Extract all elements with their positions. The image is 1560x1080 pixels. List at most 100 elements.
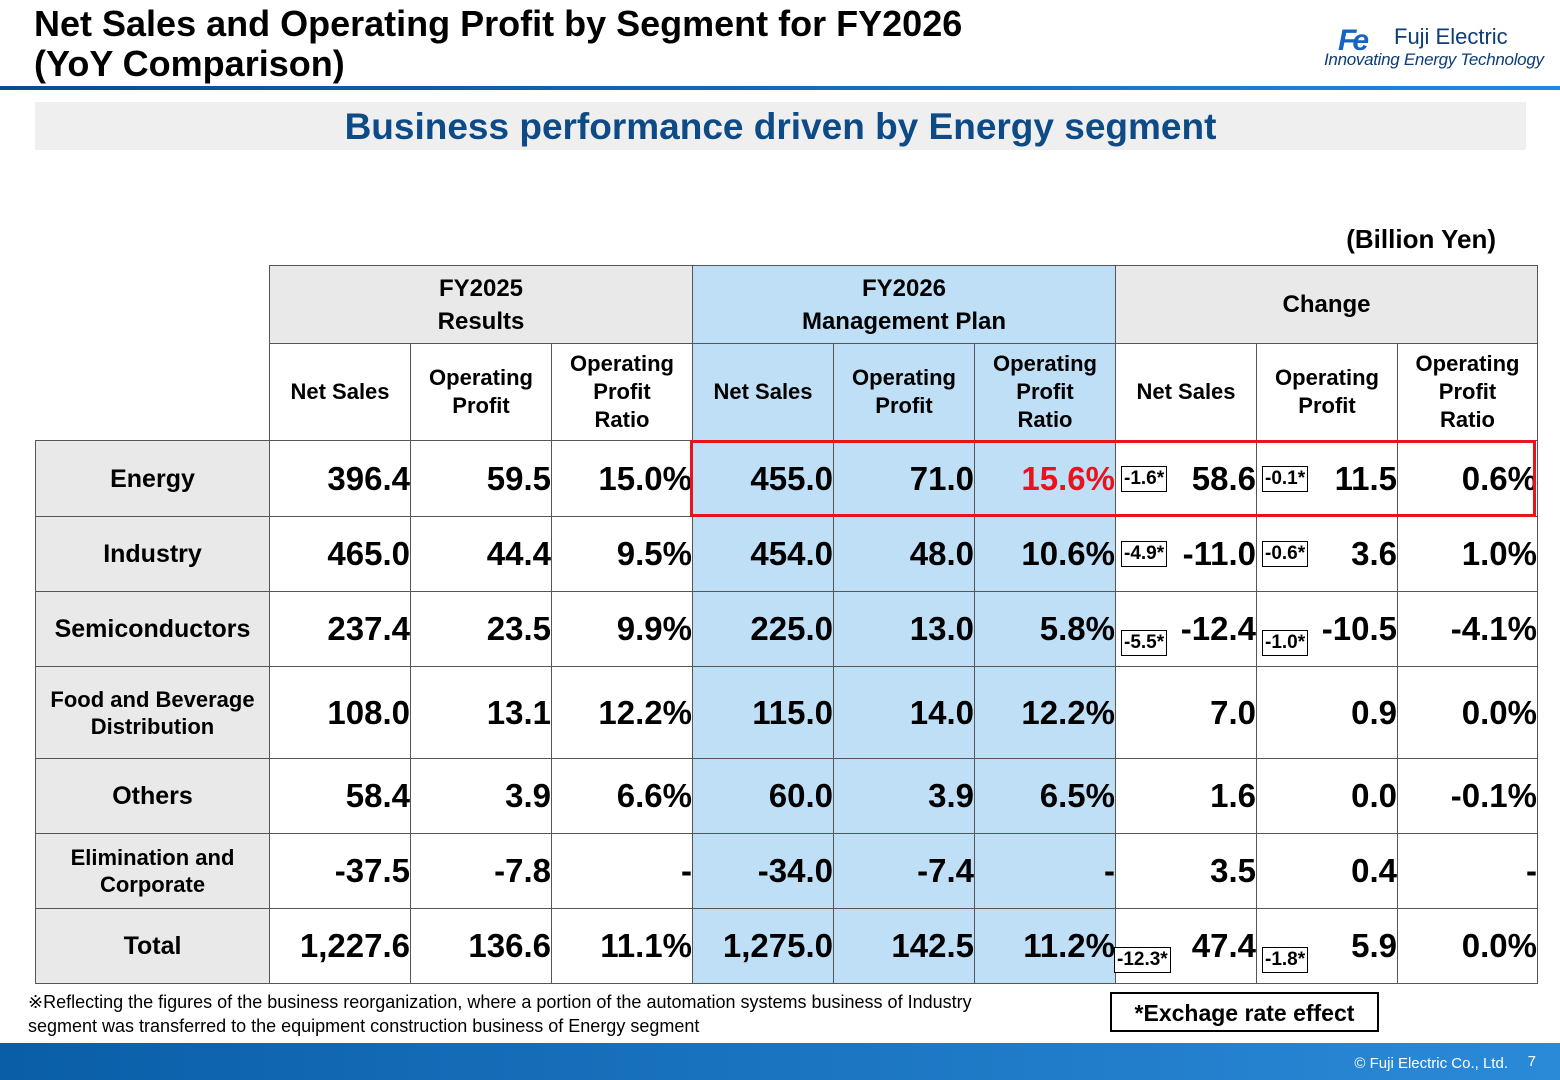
segment-label: Semiconductors <box>35 591 270 667</box>
fx-effect-badge: -1.8* <box>1262 947 1309 973</box>
group-header-fy2026-line-1: FY2026 <box>861 274 947 302</box>
table-cell-with-fx: -1.6* 58.6 <box>1115 440 1257 517</box>
table-cell: 3.5 <box>1115 833 1257 909</box>
fx-effect-badge: -0.1* <box>1262 465 1309 492</box>
fx-effect-badge: -5.5* <box>1121 630 1168 656</box>
fx-effect-badge: -0.6* <box>1262 541 1309 567</box>
table-cell: 71.0 <box>833 440 975 517</box>
corner-blank <box>36 266 270 344</box>
footnote-line-2: segment was transferred to the equipment… <box>28 1016 700 1036</box>
col-header-label: Profit <box>593 379 651 404</box>
table-cell: 454.0 <box>692 516 834 592</box>
table-cell-highlighted: 15.6% <box>974 440 1116 517</box>
fx-effect-badge: -1.6* <box>1121 465 1168 492</box>
group-header-fy2025-line-1: FY2025 <box>438 274 524 302</box>
table-row-food-beverage: Food and Beverage Distribution 108.0 13.1… <box>35 666 1538 759</box>
segment-label-text: Industry <box>103 540 202 568</box>
table-cell: - <box>551 833 693 909</box>
table-cell: 12.2% <box>551 666 693 759</box>
table-cell-value: -11.0 <box>1182 535 1256 572</box>
segment-label: Industry <box>35 516 270 592</box>
segment-label: Elimination and Corporate <box>35 833 270 909</box>
table-cell: 0.6% <box>1397 440 1538 517</box>
page-title-line-1: Net Sales and Operating Profit by Segmen… <box>34 3 963 44</box>
col-header-label: Operating <box>1275 365 1379 390</box>
segment-label-text: Distribution <box>90 713 215 739</box>
segment-label-text: Semiconductors <box>54 615 251 643</box>
table-cell: 0.4 <box>1256 833 1398 909</box>
table-cell: 0.0% <box>1397 908 1538 984</box>
table-cell: 11.2% <box>974 908 1116 984</box>
col-header-label: Operating <box>429 365 533 390</box>
table-cell: 0.0 <box>1256 758 1398 834</box>
footnote: ※Reflecting the figures of the business … <box>28 990 1098 1038</box>
col-header-operating-profit-ratio: Operating Profit Ratio <box>1397 343 1538 441</box>
segment-label: Others <box>35 758 270 834</box>
table-cell: -34.0 <box>692 833 834 909</box>
table-cell: 15.0% <box>551 440 693 517</box>
segment-label-text: Others <box>112 782 193 810</box>
footnote-line-1: ※Reflecting the figures of the business … <box>28 992 972 1012</box>
footer-bar: © Fuji Electric Co., Ltd. 7 <box>0 1043 1560 1080</box>
segment-label-text: Corporate <box>99 872 206 897</box>
company-tagline: Innovating Energy Technology <box>1324 50 1544 69</box>
fx-legend-box: *Exchage rate effect <box>1110 992 1379 1032</box>
segment-label-text: Energy <box>110 464 195 493</box>
table-cell-with-fx: -4.9* -11.0 <box>1115 516 1257 592</box>
col-header-label: Profit <box>875 393 933 418</box>
table-cell: 225.0 <box>692 591 834 667</box>
table-cell-value: 5.9 <box>1351 927 1397 964</box>
col-header-net-sales: Net Sales <box>692 343 834 441</box>
table-cell-value: -10.5 <box>1321 610 1397 647</box>
table-row-semiconductors: Semiconductors 237.4 23.5 9.9% 225.0 13.… <box>35 591 1538 667</box>
table-cell: 237.4 <box>269 591 411 667</box>
group-header-fy2026: FY2026 Management Plan <box>692 265 1116 344</box>
table-cell: 465.0 <box>269 516 411 592</box>
fx-effect-badge: -4.9* <box>1121 541 1168 567</box>
segment-label: Energy <box>35 440 270 517</box>
table-cell: - <box>974 833 1116 909</box>
col-header-label: Profit <box>1438 379 1497 404</box>
col-header-net-sales: Net Sales <box>1115 343 1257 441</box>
table-row-elimination: Elimination and Corporate -37.5 -7.8 - -3… <box>35 833 1538 909</box>
group-header-fy2025-line-2: Results <box>437 307 525 335</box>
col-header-label: Operating <box>1415 351 1520 376</box>
group-header-change: Change <box>1115 265 1538 344</box>
col-header-label: Net Sales <box>290 379 390 404</box>
table-row-others: Others 58.4 3.9 6.6% 60.0 3.9 6.5% 1.6 0… <box>35 758 1538 834</box>
segment-label-text: Total <box>123 932 182 960</box>
col-header-label: Net Sales <box>1136 379 1236 404</box>
fx-effect-badge: -1.0* <box>1262 630 1309 656</box>
table-cell: 1.0% <box>1397 516 1538 592</box>
page-number: 7 <box>1527 1053 1536 1070</box>
table-cell: 108.0 <box>269 666 411 759</box>
page-title-line-2: (YoY Comparison) <box>34 43 345 84</box>
table-cell: 44.4 <box>410 516 552 592</box>
group-header-fy2025: FY2025 Results <box>269 265 693 344</box>
segment-table: FY2025 Results FY2026 Management Plan Ch… <box>35 265 1538 984</box>
copyright-text: © Fuji Electric Co., Ltd. <box>1354 1055 1508 1072</box>
table-cell: 455.0 <box>692 440 834 517</box>
group-header-change-label: Change <box>1282 291 1371 318</box>
col-header-label: Net Sales <box>713 379 813 404</box>
header-divider <box>0 86 1560 90</box>
col-header-label: Operating <box>570 351 674 376</box>
table-cell: 0.9 <box>1256 666 1398 759</box>
table-cell: 3.9 <box>833 758 975 834</box>
col-header-label: Operating <box>993 351 1097 376</box>
table-cell: -7.8 <box>410 833 552 909</box>
fe-logo-icon: Fe <box>1338 24 1369 57</box>
col-header-label: Profit <box>1016 379 1074 404</box>
table-row-total: Total 1,227.6 136.6 11.1% 1,275.0 142.5 … <box>35 908 1538 984</box>
col-header-label: Profit <box>452 393 510 418</box>
table-cell: 6.6% <box>551 758 693 834</box>
segment-label-text: Food and Beverage <box>50 686 255 712</box>
table-cell: 9.9% <box>551 591 693 667</box>
col-header-operating-profit-ratio: Operating Profit Ratio <box>974 343 1116 441</box>
table-cell-value: 11.5 <box>1334 459 1397 497</box>
table-cell-with-fx: -0.6* 3.6 <box>1256 516 1398 592</box>
corner-blank <box>36 344 270 441</box>
table-cell: 58.4 <box>269 758 411 834</box>
col-header-label: Ratio <box>1017 407 1073 432</box>
table-cell-with-fx: -0.1* 11.5 <box>1256 440 1398 517</box>
